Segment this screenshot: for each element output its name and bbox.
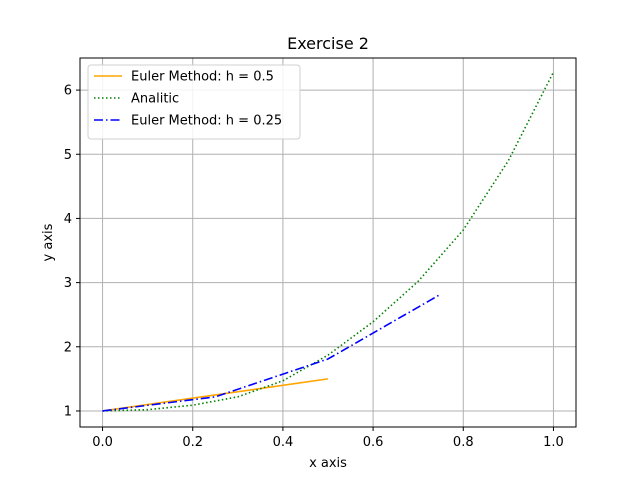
x-tick-label: 0.8 xyxy=(453,435,474,450)
legend: Euler Method: h = 0.5 Analitic Euler Metho… xyxy=(87,64,301,140)
y-tick-label: 3 xyxy=(64,276,72,291)
x-tick-label: 1.0 xyxy=(543,435,564,450)
axis-ticks: 0.0 0.2 0.4 0.6 0.8 1.0 1 2 3 4 5 6 xyxy=(64,84,564,450)
y-tick-label: 5 xyxy=(64,148,72,163)
legend-label-2: Analitic xyxy=(131,92,179,107)
x-tick-label: 0.2 xyxy=(182,435,203,450)
legend-label-1: Euler Method: h = 0.5 xyxy=(131,70,274,85)
y-axis-label: y axis xyxy=(41,223,56,261)
x-tick-label: 0.4 xyxy=(273,435,294,450)
plot-area-frame xyxy=(79,57,577,428)
legend-box xyxy=(87,64,301,140)
chart-title: Exercise 2 xyxy=(287,34,369,53)
y-tick-label: 6 xyxy=(64,84,72,99)
x-axis-label: x axis xyxy=(309,456,347,471)
y-tick-label: 4 xyxy=(64,212,72,227)
series-line-2 xyxy=(102,71,555,412)
plot-lines xyxy=(102,71,555,412)
y-tick-label: 2 xyxy=(64,340,72,355)
series-line-3 xyxy=(102,293,442,412)
x-tick-label: 0.6 xyxy=(363,435,384,450)
legend-label-3: Euler Method: h = 0.25 xyxy=(131,114,282,129)
x-tick-label: 0.0 xyxy=(92,435,113,450)
y-tick-label: 1 xyxy=(64,404,72,419)
